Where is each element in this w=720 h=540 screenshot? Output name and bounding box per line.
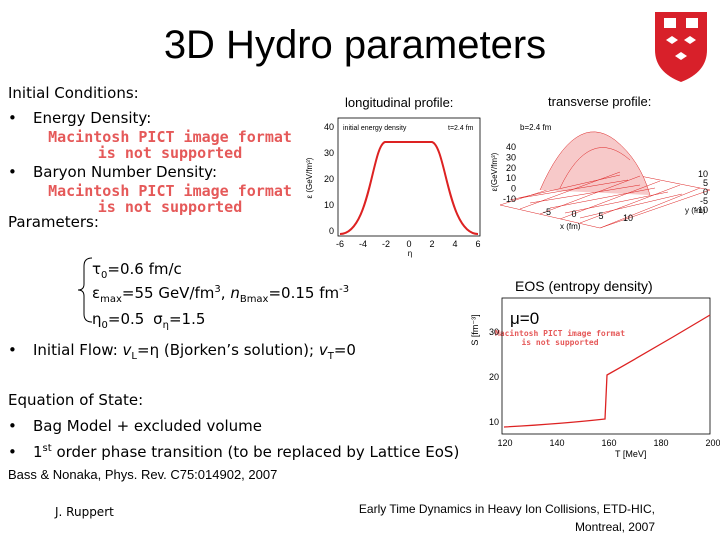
list-item: Energy Density: <box>33 109 151 127</box>
y-tick-label: 10 <box>698 169 708 179</box>
y-tick-label: 20 <box>489 372 499 382</box>
logo <box>655 12 707 82</box>
plot-legend: initial energy density <box>343 125 407 132</box>
pict-notice: is not supported <box>98 144 243 162</box>
x-tick-label: -2 <box>382 239 390 249</box>
pict-notice: Macintosh PICT image format <box>495 328 625 338</box>
y-axis-label: S [fm⁻³] <box>470 314 480 345</box>
section-heading: Parameters: <box>8 213 99 231</box>
x-tick-label: 0 <box>571 209 576 219</box>
figure-caption: EOS (entropy density) <box>515 278 653 294</box>
y-tick-label: 30 <box>489 327 499 337</box>
plot-note: t=2.4 fm <box>448 125 474 132</box>
parameter-line: εmax=55 GeV/fm3, nBmax=0.15 fm-3 <box>92 284 349 305</box>
parameter-line: τ0=0.6 fm/c <box>92 260 182 281</box>
footer-conference: Early Time Dynamics in Heavy Ion Collisi… <box>359 502 655 516</box>
z-axis-label: ε(GeV/fm³) <box>490 152 499 191</box>
x-tick-label: 6 <box>475 239 480 249</box>
plot-frame <box>501 297 711 435</box>
y-tick-label: 10 <box>324 200 334 210</box>
eos-mu: μ=0 <box>510 309 539 328</box>
x-tick-label: 120 <box>497 438 512 448</box>
x-tick-label: 200 <box>705 438 720 448</box>
plot-note: b=2.4 fm <box>520 123 552 132</box>
z-tick-label: 10 <box>506 173 516 183</box>
y-tick-label: 30 <box>324 148 334 158</box>
eos-figure: S [fm⁻³] T [MeV] 30 20 10 120 140 160 180 200 <box>470 297 720 459</box>
y-tick-label: 40 <box>324 122 334 132</box>
x-tick-label: 140 <box>549 438 564 448</box>
footer-author: J. Ruppert <box>54 505 114 519</box>
parameter-line: η0=0.5 ση=1.5 <box>92 310 205 331</box>
z-tick-label: 40 <box>506 142 516 152</box>
pict-notice: Macintosh PICT image format <box>48 128 292 146</box>
figure-caption: longitudinal profile: <box>345 95 453 110</box>
y-tick-label: -5 <box>700 196 708 206</box>
y-axis-label: y (fm) <box>685 206 706 215</box>
z-tick-label: -10 <box>503 194 516 204</box>
x-tick-label: -5 <box>543 207 551 217</box>
y-tick-label: 20 <box>324 174 334 184</box>
x-tick-label: 5 <box>598 211 603 221</box>
x-tick-label: 2 <box>429 239 434 249</box>
pict-notice: is not supported <box>521 337 598 347</box>
brace <box>77 257 93 323</box>
x-axis-label: x (fm) <box>560 222 581 231</box>
y-tick-label: 0 <box>703 187 708 197</box>
x-axis-label: η <box>408 249 412 258</box>
bullet: • <box>8 443 17 461</box>
profile-curve <box>339 141 479 235</box>
transverse-figure: b=2.4 fm ε(GeV/fm³) x (fm) y (fm) 403020… <box>490 123 711 231</box>
z-tick-label: 30 <box>506 152 516 162</box>
plot-frame <box>337 117 481 237</box>
footer-conference: Montreal, 2007 <box>575 520 655 534</box>
list-item: Bag Model + excluded volume <box>33 417 262 435</box>
bullet: • <box>8 163 17 181</box>
bullet: • <box>8 417 17 435</box>
y-tick-label: 5 <box>703 178 708 188</box>
slide-title: 3D Hydro parameters <box>164 23 546 67</box>
x-tick-label: 10 <box>623 213 633 223</box>
longitudinal-figure: initial energy density t=2.4 fm ε (GeV/f… <box>305 117 481 258</box>
section-heading: Equation of State: <box>8 391 143 409</box>
surface-mesh <box>499 131 711 229</box>
section-heading: Initial Conditions: <box>8 84 139 102</box>
y-tick-label: -10 <box>695 205 708 215</box>
y-tick-label: 0 <box>329 226 334 236</box>
z-tick-label: 0 <box>511 184 516 194</box>
x-axis-label: T [MeV] <box>615 449 646 459</box>
x-tick-label: 160 <box>601 438 616 448</box>
eos-curve <box>503 314 711 428</box>
z-tick-label: 20 <box>506 163 516 173</box>
figure-caption: transverse profile: <box>548 94 651 109</box>
pict-notice: Macintosh PICT image format <box>48 182 292 200</box>
x-tick-label: 0 <box>406 239 411 249</box>
citation: Bass & Nonaka, Phys. Rev. C75:014902, 20… <box>8 467 277 482</box>
list-item: Baryon Number Density: <box>33 163 217 181</box>
x-tick-label: -6 <box>336 239 344 249</box>
parameter-line: Initial Flow: vL=η (Bjorken’s solution);… <box>33 341 356 362</box>
x-tick-label: 4 <box>452 239 457 249</box>
pict-notice: is not supported <box>98 198 243 216</box>
x-tick-label: 180 <box>653 438 668 448</box>
bullet: • <box>8 109 17 127</box>
y-tick-label: 10 <box>489 417 499 427</box>
y-axis-label: ε (GeV/fm³) <box>305 157 314 198</box>
bullet: • <box>8 341 17 359</box>
x-tick-label: -4 <box>359 239 367 249</box>
list-item: 1st order phase transition (to be replac… <box>33 443 459 461</box>
